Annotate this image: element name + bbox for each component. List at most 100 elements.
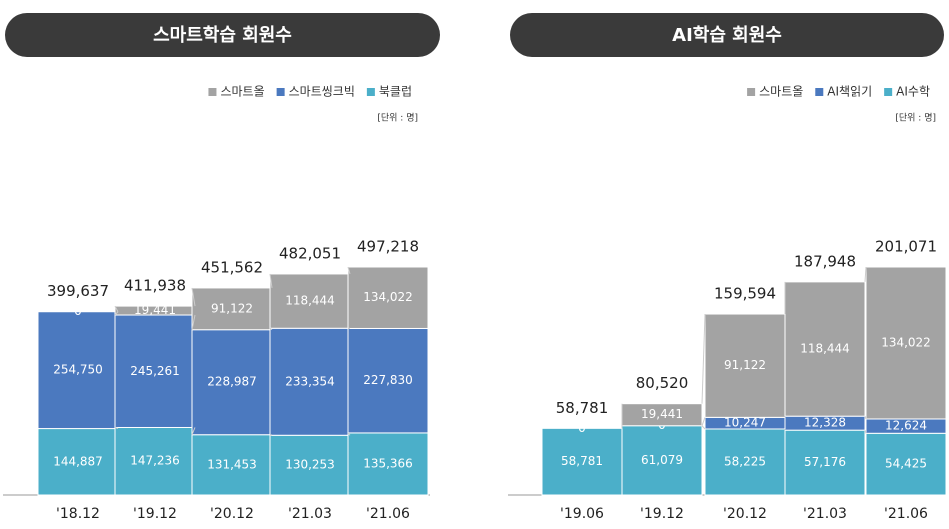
value-label: 0 bbox=[74, 304, 82, 318]
bar-segment bbox=[347, 327, 429, 434]
total-label: 187,948 bbox=[794, 252, 856, 270]
value-label: 57,176 bbox=[804, 455, 846, 469]
connector bbox=[864, 430, 867, 434]
bar-segment bbox=[865, 266, 947, 420]
value-label: 134,022 bbox=[363, 290, 413, 304]
value-label: 130,253 bbox=[285, 458, 335, 472]
total-label: 201,071 bbox=[875, 238, 937, 256]
connector bbox=[347, 266, 351, 275]
x-tick-label: '19.06 bbox=[560, 506, 604, 522]
connector bbox=[269, 273, 273, 289]
connector bbox=[269, 434, 273, 436]
total-label: 58,781 bbox=[556, 399, 609, 417]
value-label: 147,236 bbox=[130, 454, 180, 468]
value-label: 131,453 bbox=[207, 457, 257, 471]
total-label: 497,218 bbox=[357, 238, 419, 256]
legend-swatch bbox=[208, 88, 217, 96]
value-label: 19,441 bbox=[134, 303, 176, 317]
title-pill bbox=[5, 13, 440, 57]
x-tick-label: '19.12 bbox=[133, 506, 177, 522]
bar-segment bbox=[191, 434, 273, 496]
value-label: 58,781 bbox=[561, 454, 603, 468]
unit-label: [단위 : 명] bbox=[377, 113, 418, 124]
x-tick-label: '20.12 bbox=[723, 506, 767, 522]
bar-segment bbox=[784, 429, 866, 496]
value-label: 54,425 bbox=[885, 457, 927, 471]
bar-segment bbox=[269, 327, 351, 436]
bar-segment bbox=[865, 432, 947, 496]
legend-swatch bbox=[366, 88, 375, 96]
value-label: 118,444 bbox=[800, 342, 850, 356]
legend-label: AI수학 bbox=[896, 85, 930, 99]
value-label: 228,987 bbox=[207, 375, 257, 389]
total-label: 399,637 bbox=[47, 282, 109, 300]
connector bbox=[269, 327, 273, 331]
bar-segment bbox=[114, 314, 196, 428]
total-label: 482,051 bbox=[279, 244, 341, 262]
value-label: 91,122 bbox=[724, 358, 766, 372]
value-label: 134,022 bbox=[881, 335, 931, 349]
x-tick-label: '19.12 bbox=[640, 506, 684, 522]
value-label: 61,079 bbox=[641, 453, 683, 467]
connector bbox=[114, 427, 119, 430]
total-label: 451,562 bbox=[201, 258, 263, 276]
x-tick-label: '21.06 bbox=[366, 506, 410, 522]
legend-swatch bbox=[747, 88, 756, 96]
value-label: 91,122 bbox=[211, 301, 253, 315]
legend-label: 스마트올 bbox=[759, 85, 803, 99]
bar-segment bbox=[269, 434, 351, 496]
x-tick-label: '21.03 bbox=[803, 506, 847, 522]
connector bbox=[191, 427, 196, 435]
bar-segment bbox=[191, 287, 273, 331]
connector bbox=[191, 287, 196, 307]
bar-segment bbox=[347, 266, 429, 329]
value-label: 118,444 bbox=[285, 294, 335, 308]
legend-label: AI책읽기 bbox=[827, 84, 872, 99]
bar-segment bbox=[37, 311, 119, 430]
chart-title: AI학습 회원수 bbox=[672, 24, 782, 46]
unit-label: [단위 : 명] bbox=[895, 113, 936, 124]
value-label: 58,225 bbox=[724, 454, 766, 468]
legend-label: 북클럽 bbox=[379, 85, 412, 99]
bar-segment bbox=[621, 425, 703, 496]
value-label: 12,328 bbox=[804, 416, 846, 430]
total-label: 159,594 bbox=[714, 285, 776, 303]
connector bbox=[701, 314, 706, 404]
legend-label: 스마트씽크빅 bbox=[289, 85, 355, 99]
value-label: 12,624 bbox=[885, 419, 927, 433]
connector bbox=[347, 432, 351, 436]
bar-segment bbox=[347, 432, 429, 496]
value-label: 19,441 bbox=[641, 407, 683, 421]
value-label: 135,366 bbox=[363, 456, 413, 470]
x-tick-label: '20.12 bbox=[210, 506, 254, 522]
value-label: 227,830 bbox=[363, 373, 413, 387]
title-pill bbox=[510, 13, 944, 57]
chart-title: 스마트학습 회원수 bbox=[153, 24, 292, 46]
bar-segment bbox=[704, 313, 786, 418]
bar-segment bbox=[191, 329, 273, 436]
bar-segment bbox=[37, 428, 119, 496]
value-label: 0 bbox=[578, 421, 586, 435]
value-label: 233,354 bbox=[285, 374, 335, 388]
bar-segment bbox=[784, 281, 866, 417]
bar-segment bbox=[704, 428, 786, 496]
value-label: 245,261 bbox=[130, 364, 180, 378]
value-label: 144,887 bbox=[53, 454, 103, 468]
total-label: 411,938 bbox=[124, 277, 186, 295]
value-label: 254,750 bbox=[53, 363, 103, 377]
value-label: 10,247 bbox=[724, 416, 766, 430]
total-label: 80,520 bbox=[636, 374, 689, 392]
x-tick-label: '21.03 bbox=[288, 506, 332, 522]
x-tick-label: '18.12 bbox=[56, 506, 100, 522]
connector bbox=[114, 305, 119, 312]
connector bbox=[701, 417, 706, 426]
legend-swatch bbox=[884, 88, 893, 96]
connector bbox=[864, 416, 867, 420]
legend-label: 스마트올 bbox=[220, 85, 264, 99]
connector bbox=[864, 266, 867, 282]
legend-swatch bbox=[276, 88, 285, 96]
connector bbox=[114, 311, 119, 316]
x-tick-label: '21.06 bbox=[884, 506, 928, 522]
bar-segment bbox=[114, 426, 196, 496]
